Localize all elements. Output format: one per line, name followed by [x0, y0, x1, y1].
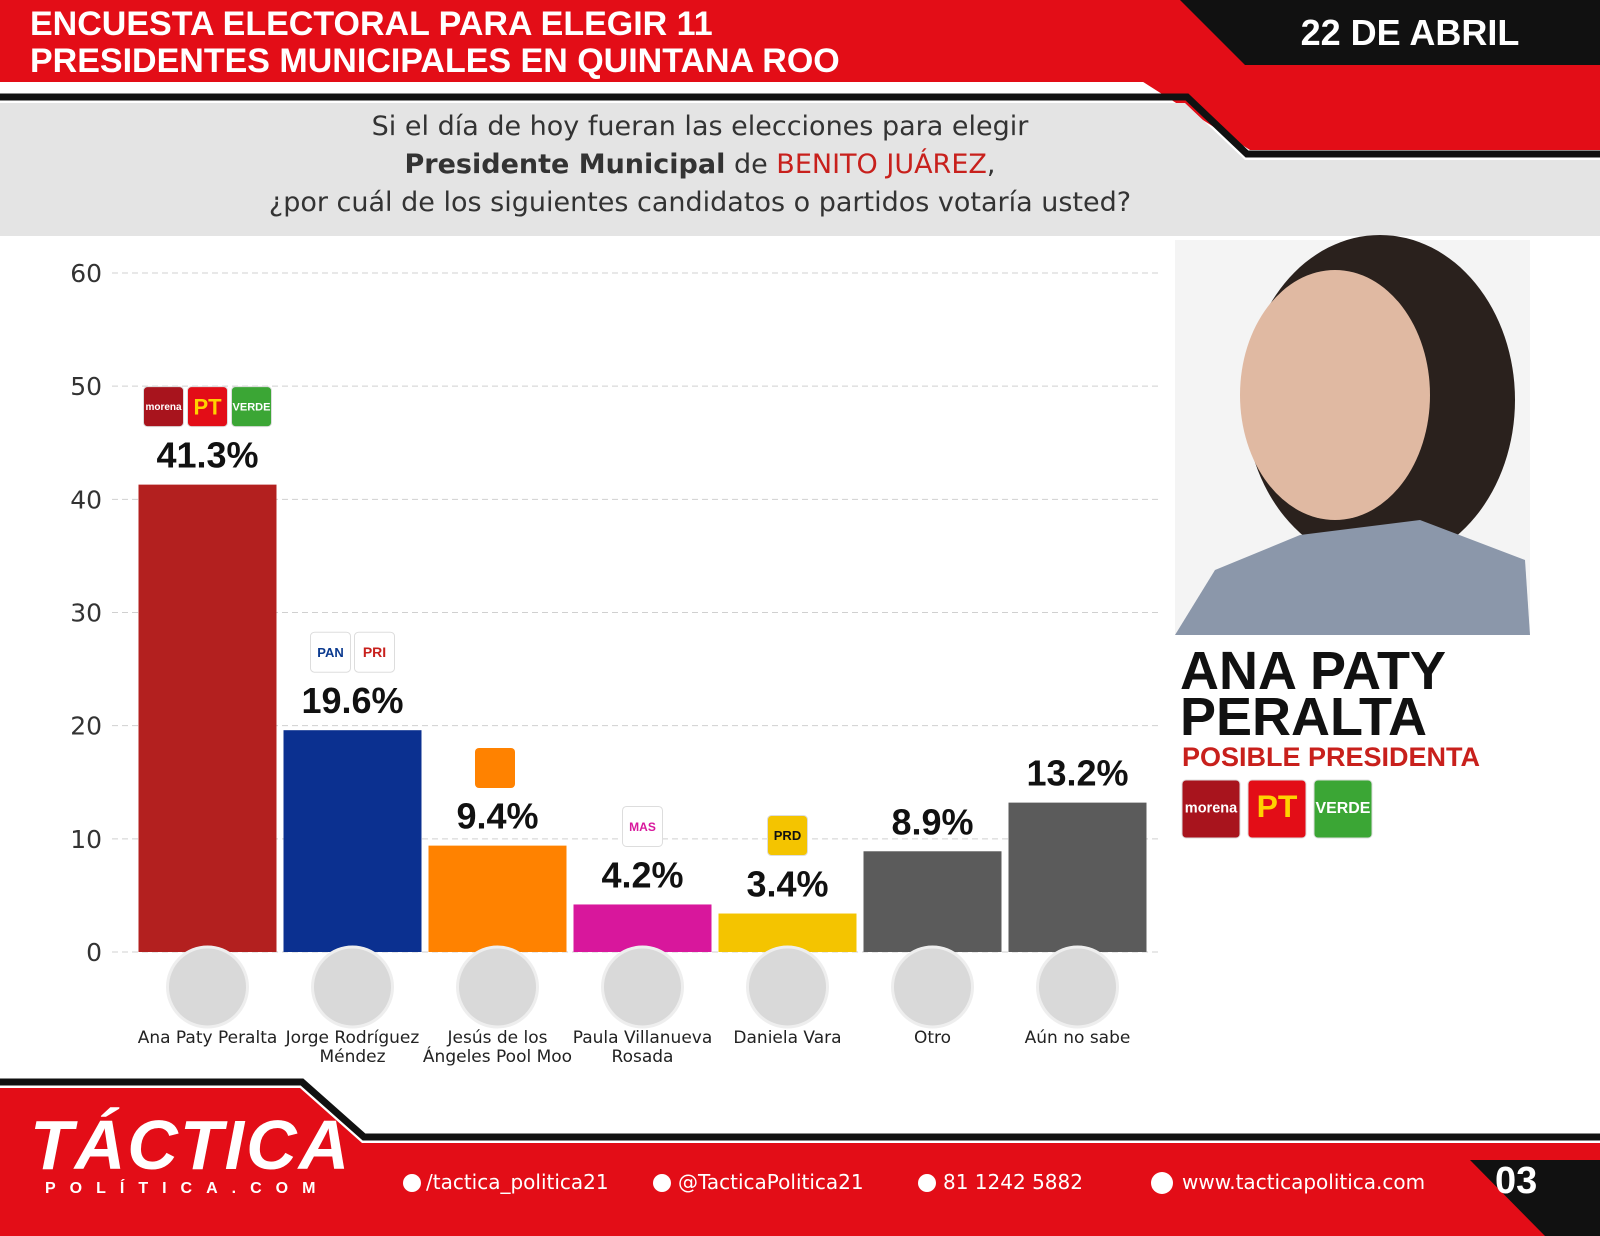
- page-number: 03: [1495, 1160, 1538, 1202]
- page-band: [1470, 1160, 1600, 1236]
- question-place: BENITO JUÁREZ: [776, 149, 987, 180]
- highlight-role: POSIBLE PRESIDENTA: [1182, 742, 1481, 772]
- party-logo-text: VERDE: [233, 402, 271, 414]
- question-band: [0, 103, 1600, 236]
- y-tick-label: 40: [70, 485, 102, 514]
- y-tick-label: 10: [70, 825, 102, 854]
- party-logo: [622, 805, 663, 847]
- party-logo: [310, 631, 351, 673]
- candidate-photo: [1036, 945, 1119, 1029]
- bar: [573, 904, 712, 952]
- photo-shirt: [1175, 520, 1530, 635]
- brand-sub: POLÍTICA.COM: [45, 1180, 330, 1197]
- value-label: 4.2%: [601, 854, 683, 895]
- date-band: [1180, 0, 1600, 65]
- header-band: [1140, 80, 1600, 150]
- question-line: Presidente Municipal de BENITO JUÁREZ,: [150, 146, 1250, 184]
- party-logo: [231, 386, 272, 428]
- y-tick-label: 30: [70, 599, 102, 628]
- footer-band: [0, 1088, 1600, 1236]
- icon: [403, 1174, 421, 1192]
- party-logo-text: VERDE: [1316, 800, 1371, 817]
- value-label: 41.3%: [156, 435, 258, 476]
- value-label: 9.4%: [456, 796, 538, 837]
- value-label: 8.9%: [891, 801, 973, 842]
- y-tick-label: 20: [70, 712, 102, 741]
- question-line: ¿por cuál de los siguientes candidatos o…: [268, 187, 1132, 218]
- y-tick-label: 0: [86, 938, 102, 967]
- party-logo: [1181, 779, 1241, 839]
- value-label: 3.4%: [746, 864, 828, 905]
- party-logo-text: morena: [145, 402, 182, 413]
- x-tick-label: Paula Villanueva Rosada: [572, 1028, 713, 1067]
- date: 22 DE ABRIL: [1300, 12, 1520, 53]
- instagram: @TacticaPolitica21: [678, 1170, 864, 1194]
- candidate-photo: [601, 945, 684, 1029]
- icon: [653, 1174, 671, 1192]
- x-tick-label: Daniela Vara: [733, 1028, 842, 1048]
- x-tick-label: Aún no sabe: [1024, 1028, 1131, 1048]
- party-logo: [187, 386, 228, 428]
- party-logo-text: MAS: [629, 820, 656, 834]
- candidate-photo: [746, 945, 829, 1029]
- candidate-photo: [311, 945, 394, 1029]
- icon: [1151, 1172, 1173, 1194]
- bar: [138, 484, 277, 952]
- candidate-photo: [891, 945, 974, 1029]
- highlight-name: ANA PATY PERALTA: [1180, 641, 1446, 747]
- y-tick-label: 50: [70, 372, 102, 401]
- facebook: /tactica_politica21: [426, 1170, 609, 1194]
- party-logo-text: PAN: [317, 645, 343, 660]
- question-text: ,: [986, 149, 996, 180]
- value-label: 13.2%: [1026, 753, 1128, 794]
- party-logo-text: PT: [1257, 788, 1298, 824]
- party-logo: [143, 386, 184, 428]
- photo-face: [1240, 270, 1430, 520]
- whatsapp: 81 1242 5882: [943, 1170, 1083, 1194]
- title: ENCUESTA ELECTORAL PARA ELEGIR 11 PRESID…: [30, 5, 840, 80]
- party-logo: [1313, 779, 1373, 839]
- bar: [863, 851, 1002, 952]
- icon: [918, 1174, 936, 1192]
- bar: [283, 730, 422, 952]
- bar: [428, 845, 567, 952]
- candidate-photo: [456, 945, 539, 1029]
- party-logo: [475, 748, 515, 788]
- party-logo: [767, 815, 808, 857]
- bar: [1008, 802, 1147, 952]
- question-text: de: [733, 149, 768, 180]
- party-logo-text: PRD: [774, 828, 801, 843]
- question-bold: Presidente Municipal: [404, 149, 726, 180]
- candidate-photo: [166, 945, 249, 1029]
- x-tick-label: Otro: [913, 1028, 952, 1048]
- question-line: Si el día de hoy fueran las elecciones p…: [371, 111, 1029, 142]
- stripe: [0, 1078, 1600, 1141]
- y-tick-label: 60: [70, 259, 102, 288]
- question: Si el día de hoy fueran las elecciones p…: [150, 108, 1250, 222]
- x-tick-label: Jorge Rodríguez Méndez: [285, 1028, 420, 1067]
- party-logo: [354, 631, 395, 673]
- party-logo-text: PRI: [363, 644, 386, 660]
- website: www.tacticapolitica.com: [1182, 1170, 1426, 1194]
- x-tick-label: Ana Paty Peralta: [137, 1028, 278, 1048]
- value-label: 19.6%: [301, 680, 403, 721]
- party-logo-text: PT: [193, 395, 222, 420]
- party-logo-text: morena: [1185, 801, 1238, 817]
- party-logo: [1247, 779, 1307, 839]
- x-tick-label: Jesús de los Ángeles Pool Moo: [422, 1028, 573, 1067]
- stripe: [0, 93, 1600, 158]
- brand: TÁCTICA: [30, 1106, 352, 1184]
